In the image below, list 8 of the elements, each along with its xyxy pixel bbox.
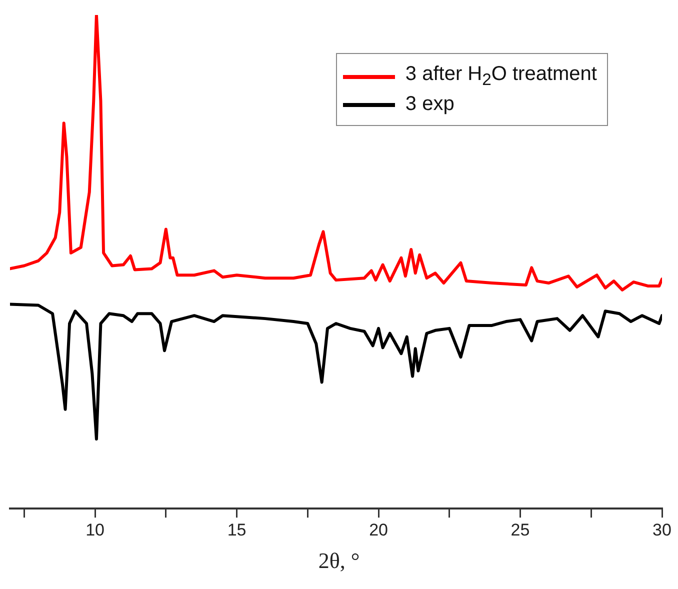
x-tick-label: 30 xyxy=(652,520,672,540)
x-tick-label: 15 xyxy=(227,520,246,540)
x-tick-label: 25 xyxy=(510,520,530,540)
x-tick-label: 10 xyxy=(86,520,105,540)
legend-label: 3 after H$_{2}$O treatment xyxy=(405,63,597,90)
x-tick-label: 20 xyxy=(369,520,388,540)
x-axis-title: 2θ, ° xyxy=(317,548,361,574)
legend-label: 3 exp xyxy=(405,93,454,116)
